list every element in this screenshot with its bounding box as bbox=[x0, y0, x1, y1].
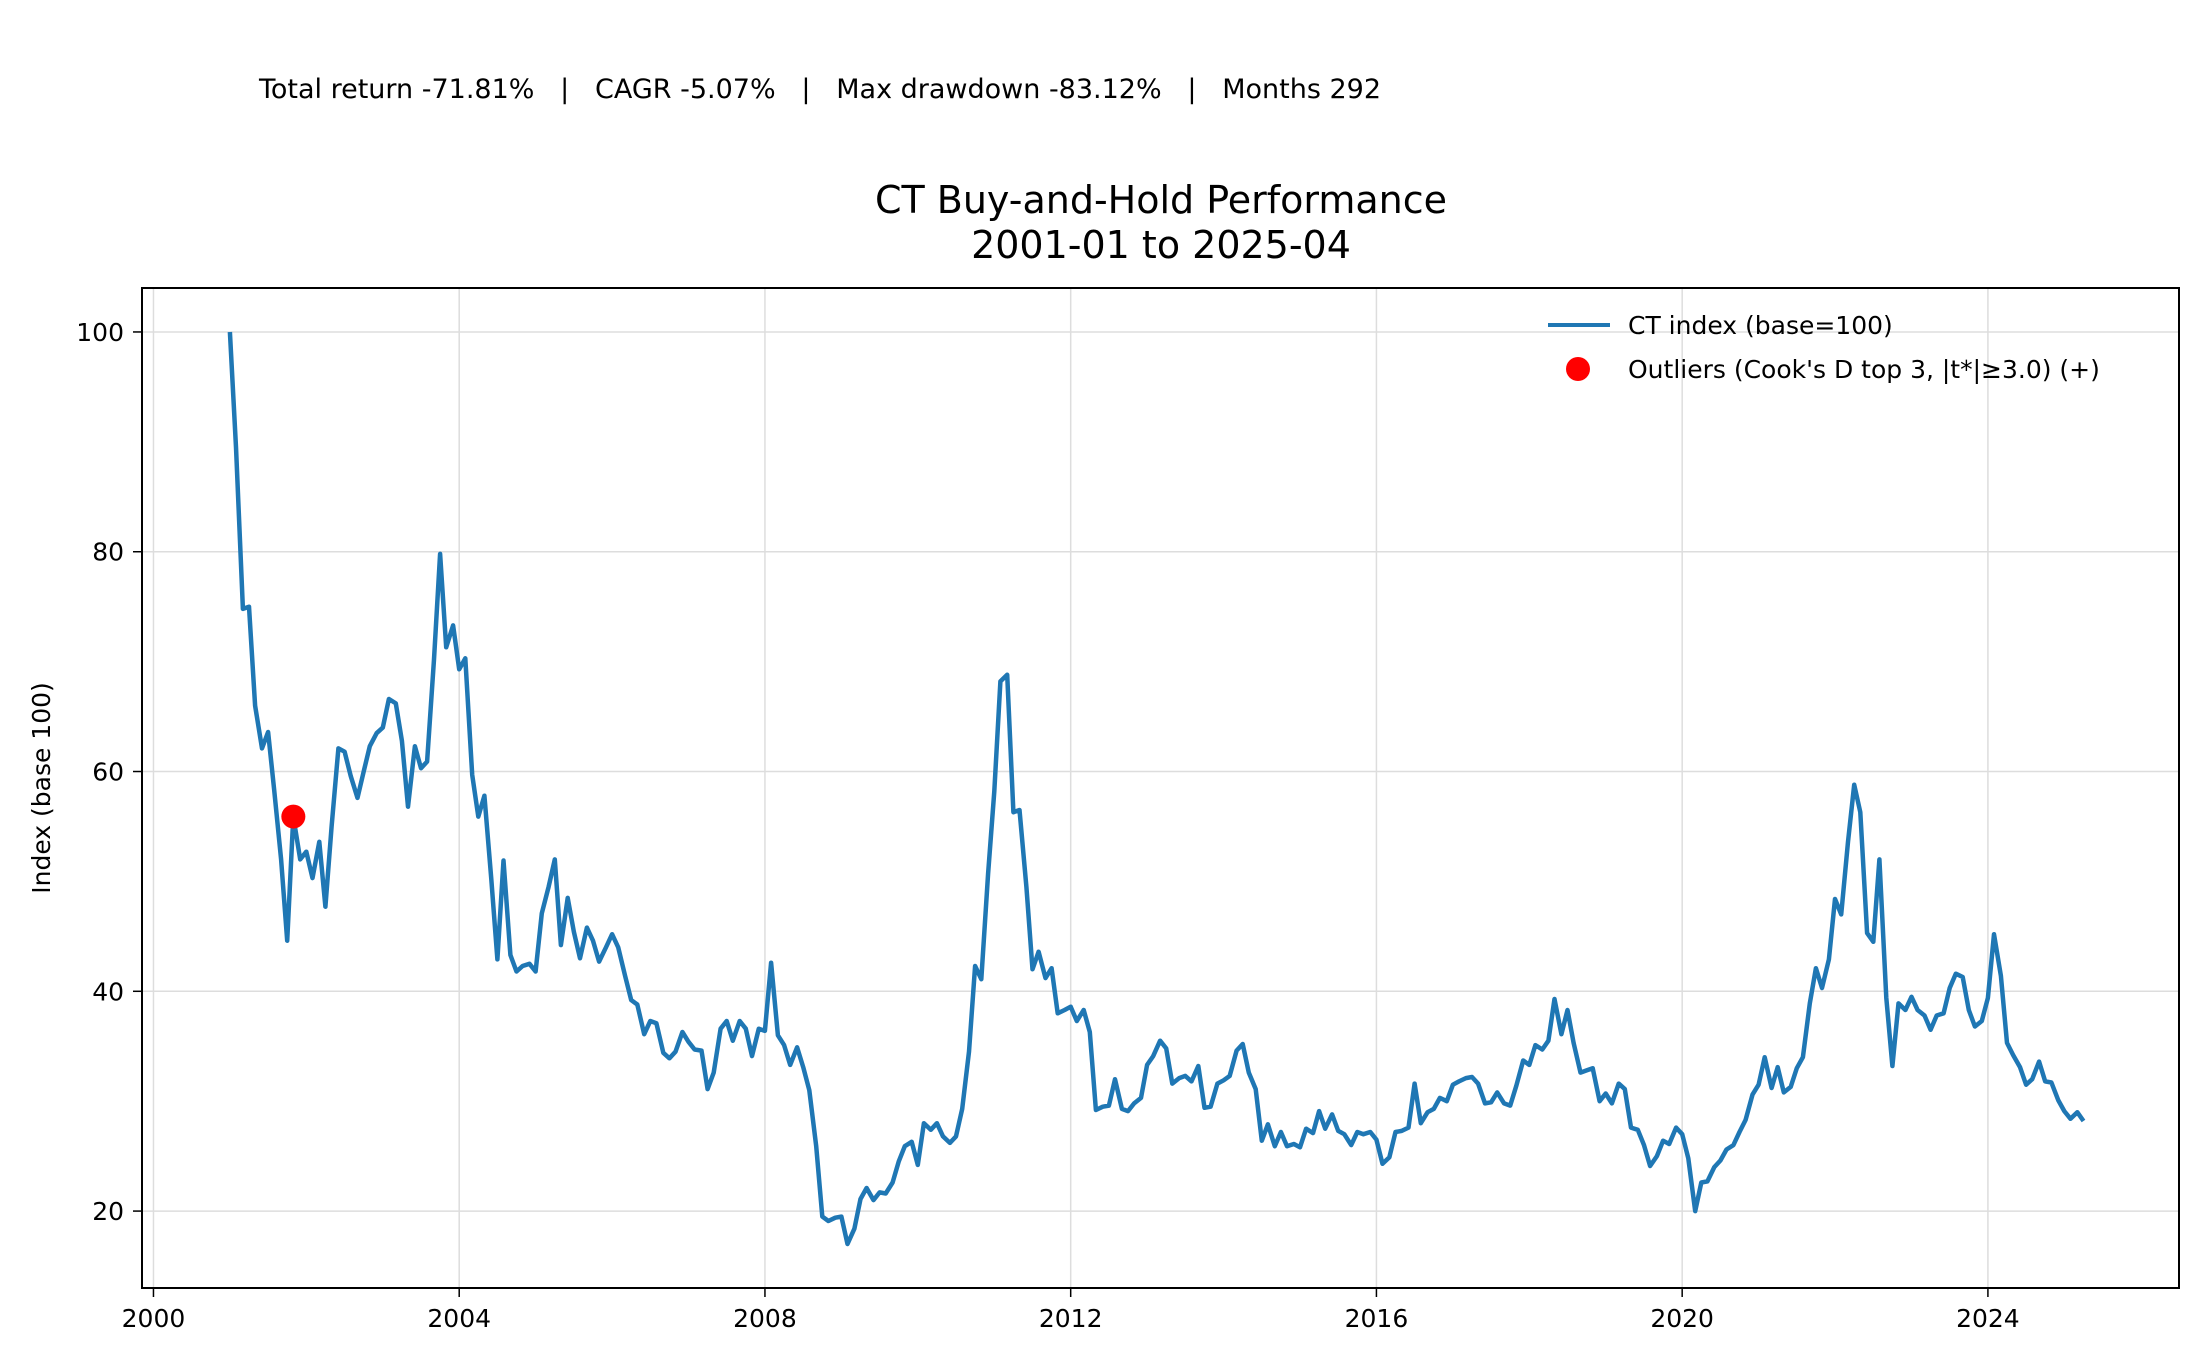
legend-label-index: CT index (base=100) bbox=[1628, 311, 1893, 340]
outlier-point bbox=[281, 804, 306, 829]
x-tick-label: 2024 bbox=[1956, 1304, 2020, 1333]
y-tick-label: 100 bbox=[76, 318, 124, 347]
summary-stats: Total return -71.81% | CAGR -5.07% | Max… bbox=[258, 74, 1382, 105]
y-tick-label: 60 bbox=[92, 758, 124, 787]
y-axis-label: Index (base 100) bbox=[27, 682, 56, 894]
series-layer bbox=[227, 331, 2086, 1247]
chart-title: CT Buy-and-Hold Performance bbox=[875, 178, 1447, 222]
ticks: 2000 2004 2008 2012 2016 2020 2024 20 40 60 80 100 bbox=[76, 318, 2019, 1333]
plot-frame bbox=[141, 287, 2180, 1289]
legend: CT index (base=100) Outliers (Cook's D t… bbox=[1548, 311, 2100, 384]
y-tick-label: 40 bbox=[92, 977, 124, 1006]
x-tick-label: 2020 bbox=[1650, 1304, 1714, 1333]
x-tick-label: 2008 bbox=[733, 1304, 797, 1333]
chart-subtitle: 2001-01 to 2025-04 bbox=[971, 223, 1351, 267]
legend-marker-outlier bbox=[1566, 357, 1590, 381]
grid bbox=[142, 288, 2179, 1288]
x-tick-label: 2000 bbox=[122, 1304, 186, 1333]
x-tick-label: 2016 bbox=[1345, 1304, 1409, 1333]
y-tick-label: 20 bbox=[92, 1197, 124, 1226]
y-tick-label: 80 bbox=[92, 538, 124, 567]
x-tick-label: 2012 bbox=[1039, 1304, 1103, 1333]
x-tick-label: 2004 bbox=[427, 1304, 491, 1333]
legend-label-outliers: Outliers (Cook's D top 3, |t*|≥3.0) (+) bbox=[1628, 355, 2100, 384]
ct-index-line bbox=[227, 331, 2086, 1247]
